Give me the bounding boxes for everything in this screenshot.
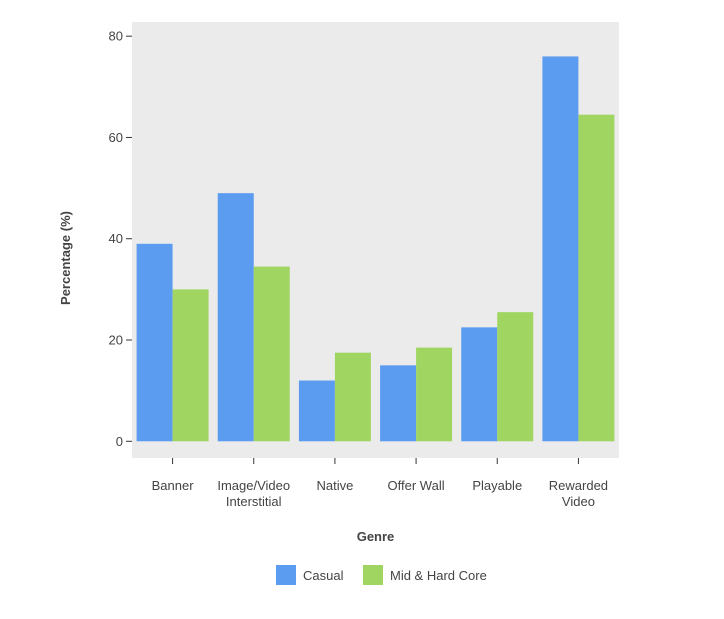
bar-casual	[542, 56, 579, 442]
x-tick-label: Interstitial	[226, 494, 282, 509]
bar-casual	[298, 380, 335, 442]
bar-mid-hard-core	[172, 289, 209, 442]
bar-mid-hard-core	[416, 347, 453, 442]
y-axis-title: Percentage (%)	[58, 211, 73, 305]
legend-label: Mid & Hard Core	[390, 568, 487, 583]
x-tick-label: Rewarded	[549, 478, 608, 493]
legend-swatch	[363, 565, 383, 585]
x-tick-label: Image/Video	[217, 478, 290, 493]
y-tick-label: 60	[109, 130, 123, 145]
legend-label: Casual	[303, 568, 344, 583]
plot-panel	[132, 22, 619, 458]
y-tick-label: 80	[109, 29, 123, 44]
bar-mid-hard-core	[497, 312, 534, 442]
bar-casual	[136, 243, 173, 442]
x-tick-label: Banner	[152, 478, 195, 493]
bar-mid-hard-core	[578, 114, 615, 442]
x-axis-title: Genre	[357, 529, 395, 544]
bar-mid-hard-core	[253, 266, 290, 442]
x-tick-label: Video	[562, 494, 595, 509]
y-tick-label: 0	[116, 434, 123, 449]
y-tick-label: 20	[109, 333, 123, 348]
y-tick-label: 40	[109, 231, 123, 246]
x-tick-label: Offer Wall	[388, 478, 445, 493]
bar-mid-hard-core	[334, 352, 371, 442]
bar-casual	[461, 327, 498, 442]
bar-casual	[380, 365, 417, 442]
x-tick-label: Playable	[472, 478, 522, 493]
legend-swatch	[276, 565, 296, 585]
x-tick-label: Native	[316, 478, 353, 493]
bar-casual	[217, 193, 254, 442]
